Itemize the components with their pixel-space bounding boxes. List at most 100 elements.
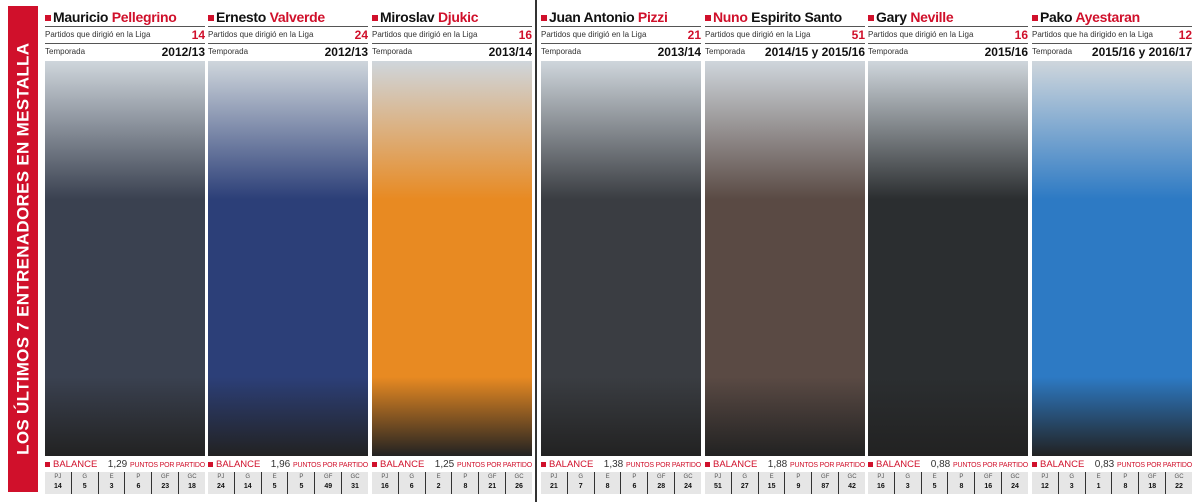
bullet-icon xyxy=(45,15,51,22)
season-label: Temporada xyxy=(541,47,582,57)
balance-label: BALANCE xyxy=(208,458,260,472)
coach-first-name: Gary xyxy=(876,9,907,25)
bullet-icon xyxy=(208,15,214,22)
balance-row: BALANCE 1,38 PUNTOS POR PARTIDO xyxy=(541,458,701,472)
stat-e: E 15 xyxy=(759,472,786,494)
season-row: Temporada 2015/16 y 2016/17 xyxy=(1032,43,1192,60)
stat-header: PJ xyxy=(550,474,558,480)
sidebar-title: LOS ÚLTIMOS 7 ENTRENADORES EN MESTALLA xyxy=(13,42,33,456)
stat-header: GC xyxy=(514,474,524,480)
stat-header: P xyxy=(959,474,964,480)
points-per-match: 1,29 PUNTOS POR PARTIDO xyxy=(108,458,205,472)
points-per-match: 0,83 PUNTOS POR PARTIDO xyxy=(1095,458,1192,472)
coach-name: Nuno Espirito Santo xyxy=(705,8,865,26)
coach-photo xyxy=(868,61,1028,456)
matches-row: Partidos que dirigió en la Liga 21 xyxy=(541,26,701,43)
stats-table: PJ 21 G 7 E 8 P 6 GF 28 GC 24 xyxy=(541,472,701,494)
stat-value: 15 xyxy=(767,483,776,490)
stat-header: G xyxy=(82,474,88,480)
stat-gf: GF 18 xyxy=(1139,472,1167,494)
sidebar-title-band: LOS ÚLTIMOS 7 ENTRENADORES EN MESTALLA xyxy=(8,6,38,492)
points-label: PUNTOS POR PARTIDO xyxy=(953,462,1028,469)
balance-label: BALANCE xyxy=(705,458,757,472)
stats-table: PJ 16 G 3 E 5 P 8 GF 16 GC 24 xyxy=(868,472,1028,494)
matches-value: 51 xyxy=(851,27,865,42)
stats-table: PJ 12 G 3 E 1 P 8 GF 18 GC 22 xyxy=(1032,472,1192,494)
balance-row: BALANCE 0,83 PUNTOS POR PARTIDO xyxy=(1032,458,1192,472)
matches-row: Partidos que dirigió en la Liga 16 xyxy=(868,26,1028,43)
stat-value: 16 xyxy=(381,483,389,490)
stat-header: P xyxy=(136,474,141,480)
stat-value: 3 xyxy=(109,483,114,490)
stat-value: 49 xyxy=(324,483,333,490)
season-row: Temporada 2012/13 xyxy=(45,43,205,60)
stat-g: G 27 xyxy=(732,472,759,494)
stat-header: P xyxy=(299,474,304,480)
coach-name: Mauricio Pellegrino xyxy=(45,8,205,26)
stat-value: 8 xyxy=(605,483,610,490)
points-label: PUNTOS POR PARTIDO xyxy=(790,462,865,469)
stat-header: P xyxy=(463,474,468,480)
stat-header: G xyxy=(578,474,584,480)
season-label: Temporada xyxy=(868,47,909,57)
stat-g: G 14 xyxy=(235,472,262,494)
matches-row: Partidos que dirigió en la Liga 51 xyxy=(705,26,865,43)
stat-value: 24 xyxy=(217,483,225,490)
stat-gf: GF 16 xyxy=(975,472,1003,494)
stat-header: E xyxy=(109,474,114,480)
stat-gc: GC 18 xyxy=(179,472,205,494)
coach-name: Juan Antonio Pizzi xyxy=(541,8,701,26)
matches-label: Partidos que dirigió en la Liga xyxy=(208,30,314,40)
coach-card: Juan Antonio Pizzi Partidos que dirigió … xyxy=(541,8,701,494)
stat-header: E xyxy=(1096,474,1101,480)
stat-value: 24 xyxy=(684,483,692,490)
matches-label: Partidos que dirigió en la Liga xyxy=(705,30,811,40)
season-row: Temporada 2013/14 xyxy=(541,43,701,60)
stat-gf: GF 28 xyxy=(648,472,676,494)
balance-label: BALANCE xyxy=(1032,458,1084,472)
balance-label: BALANCE xyxy=(541,458,593,472)
stat-header: E xyxy=(436,474,441,480)
points-label: PUNTOS POR PARTIDO xyxy=(1117,462,1192,469)
stat-header: GF xyxy=(1148,474,1157,480)
matches-label: Partidos que ha dirigido en la Liga xyxy=(1032,30,1153,40)
stat-header: PJ xyxy=(381,474,389,480)
coach-first-name: Miroslav xyxy=(380,9,435,25)
stat-value: 6 xyxy=(136,483,141,490)
balance-row: BALANCE 1,25 PUNTOS POR PARTIDO xyxy=(372,458,532,472)
stat-header: GC xyxy=(350,474,360,480)
balance-row: BALANCE 1,88 PUNTOS POR PARTIDO xyxy=(705,458,865,472)
ppg-value: 1,29 xyxy=(107,459,128,470)
season-label: Temporada xyxy=(45,47,86,57)
stat-value: 14 xyxy=(54,483,62,490)
coach-name: Pako Ayestaran xyxy=(1032,8,1192,26)
season-label: Temporada xyxy=(1032,47,1073,57)
stat-header: PJ xyxy=(217,474,225,480)
points-per-match: 1,88 PUNTOS POR PARTIDO xyxy=(768,458,865,472)
coach-photo xyxy=(208,61,368,456)
bullet-icon xyxy=(868,15,874,22)
matches-label: Partidos que dirigió en la Liga xyxy=(372,30,478,40)
divider xyxy=(535,0,537,502)
stat-gf: GF 21 xyxy=(479,472,507,494)
stat-value: 24 xyxy=(1011,483,1019,490)
matches-value: 21 xyxy=(687,27,701,42)
balance-row: BALANCE 0,88 PUNTOS POR PARTIDO xyxy=(868,458,1028,472)
stat-header: P xyxy=(1123,474,1128,480)
stat-value: 12 xyxy=(1041,483,1049,490)
stat-header: GC xyxy=(1174,474,1184,480)
season-row: Temporada 2013/14 xyxy=(372,43,532,60)
stat-header: E xyxy=(769,474,774,480)
stat-gf: GF 49 xyxy=(315,472,343,494)
stat-header: GC xyxy=(1010,474,1020,480)
